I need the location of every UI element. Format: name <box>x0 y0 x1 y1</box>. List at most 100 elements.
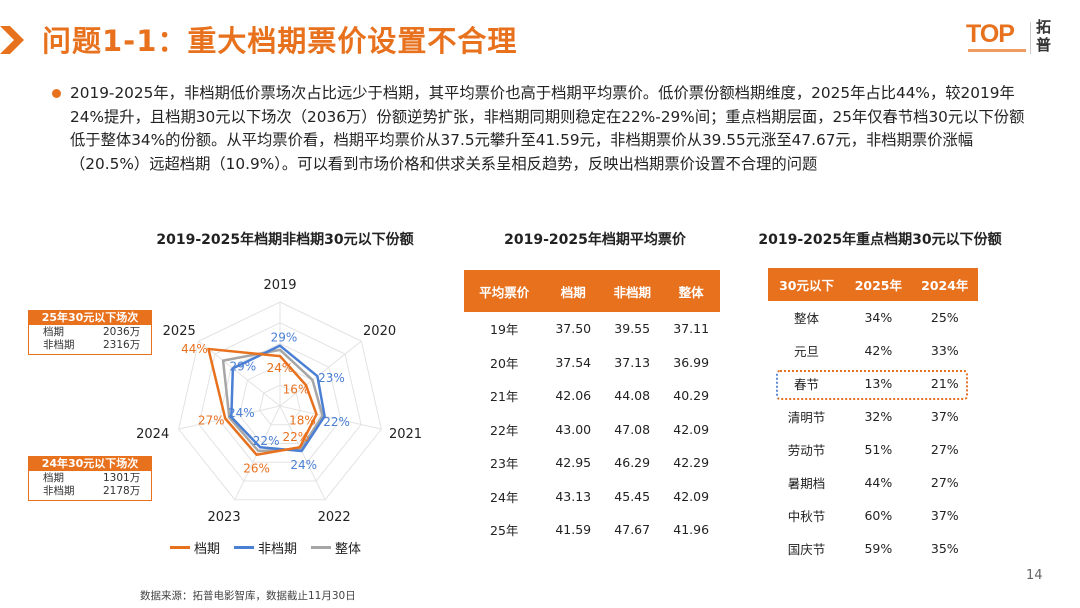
radar-spoke <box>279 340 362 407</box>
radar-data-label: 29% <box>271 331 298 345</box>
footnote: 数据来源：拓普电影智库，数据截止11月30日 <box>140 590 356 602</box>
price-table-cell: 42.29 <box>673 455 710 471</box>
price-table-cell: 42.09 <box>673 488 710 504</box>
table-row: 19年 37.50 39.55 37.11 <box>464 312 720 346</box>
radar-data-label: 23% <box>318 371 345 385</box>
radar-series-1 <box>230 344 326 453</box>
table-row: 春节 13% 21% <box>768 367 978 400</box>
share-table-cell: 国庆节 <box>787 542 826 557</box>
radar-axis-label: 2020 <box>363 324 396 339</box>
radar-data-label: 16% <box>283 382 310 396</box>
price-table-cell: 42.95 <box>555 455 592 471</box>
share-table-cell: 35% <box>930 541 959 556</box>
table-row: 中秋节 60% 37% <box>768 499 978 532</box>
info-box-2025: 25年30元以下场次 档期 2036万 非档期 2316万 <box>28 310 152 355</box>
logo-underline <box>968 49 1026 52</box>
summary-text: 2019-2025年，非档期低价票场次占比远少于档期，其平均票价也高于档期平均票… <box>70 84 1025 173</box>
price-table-cell: 37.11 <box>673 321 710 337</box>
table-row: 22年 43.00 47.08 42.09 <box>464 413 720 447</box>
info-value: 2178万 <box>103 485 141 497</box>
radar-data-label: 22% <box>323 415 350 429</box>
radar-data-label: 29% <box>230 359 257 373</box>
table-row: 20年 37.54 37.13 36.99 <box>464 346 720 380</box>
price-table-header-cell: 平均票价 <box>464 270 545 312</box>
share-table-cell: 13% <box>864 376 893 391</box>
radar-spoke <box>279 405 382 430</box>
radar-axis-label: 2024 <box>136 427 169 442</box>
legend-item-scheduled: 档期 <box>170 538 220 557</box>
info-row: 非档期 2178万 <box>43 485 151 498</box>
legend-label: 档期 <box>194 542 221 557</box>
price-table: 平均票价 档期 非档期 整体 19年 37.50 39.55 37.11 20年 37.54 37… <box>464 270 720 547</box>
share-table-cell: 42% <box>864 343 893 358</box>
price-table-cell: 41.96 <box>673 522 710 538</box>
radar-grid-ring <box>178 301 382 501</box>
share-table: 30元以下 2025年 2024年 整体 34% 25% 元旦 42% 33% 春节 13% 21%… <box>768 268 978 565</box>
price-table-cell: 47.67 <box>614 522 651 538</box>
price-table-cell: 44.08 <box>614 388 651 404</box>
radar-data-label: 24% <box>267 361 294 375</box>
price-table-cell: 23年 <box>490 456 519 472</box>
price-table-cell: 22年 <box>490 422 519 438</box>
price-table-cell: 19年 <box>490 322 519 338</box>
radar-axis-label: 2019 <box>263 278 296 293</box>
legend-label: 非档期 <box>258 542 298 557</box>
radar-grid-ring <box>259 384 301 426</box>
share-table-cell: 劳动节 <box>787 443 826 458</box>
table-row: 国庆节 59% 35% <box>768 532 978 565</box>
radar-data-label: 24% <box>228 406 255 420</box>
radar-axis-label: 2021 <box>389 427 422 442</box>
share-table-cell: 27% <box>930 442 959 457</box>
radar-data-label: 22% <box>283 430 310 444</box>
radar-chart: 2019 2020 2021 2022 2023 2024 2025 24% 16% 18% 22%… <box>136 278 422 525</box>
radar-spoke <box>234 405 281 500</box>
page-title: 问题1-1：重大档期票价设置不合理 <box>42 24 518 58</box>
info-label: 非档期 <box>43 485 75 497</box>
share-table-cell: 清明节 <box>787 410 826 425</box>
share-table-cell: 33% <box>930 343 959 358</box>
info-value: 2316万 <box>103 339 141 351</box>
price-table-cell: 36.99 <box>673 354 710 370</box>
share-table-cell: 60% <box>864 508 893 523</box>
title-chevron-icon <box>0 26 24 54</box>
table-row: 劳动节 51% 27% <box>768 433 978 466</box>
radar-axis-label: 2023 <box>208 510 241 525</box>
share-table-header-cell: 30元以下 <box>768 268 846 301</box>
table-row: 暑期档 44% 27% <box>768 466 978 499</box>
price-table-title: 2019-2025年档期平均票价 <box>504 232 686 248</box>
info-box-title: 25年30元以下场次 <box>28 310 152 325</box>
table-row: 21年 42.06 44.08 40.29 <box>464 379 720 413</box>
share-table-cell: 21% <box>930 376 959 391</box>
share-table-cell: 59% <box>864 541 893 556</box>
info-value: 2036万 <box>103 326 141 338</box>
page-number: 14 <box>1026 568 1043 583</box>
radar-spoke <box>198 340 281 407</box>
share-table-cell: 27% <box>930 475 959 490</box>
radar-series-0 <box>207 347 318 456</box>
table-row: 23年 42.95 46.29 42.29 <box>464 446 720 480</box>
radar-spoke <box>279 405 326 500</box>
radar-grid-ring <box>218 343 342 463</box>
price-table-cell: 43.13 <box>555 488 592 504</box>
price-table-header-cell: 非档期 <box>602 270 663 312</box>
share-table-cell: 中秋节 <box>787 509 826 524</box>
share-table-cell: 春节 <box>794 377 820 392</box>
price-table-cell: 25年 <box>490 523 519 539</box>
price-table-cell: 46.29 <box>614 455 651 471</box>
price-table-cell: 42.09 <box>673 421 710 437</box>
price-table-cell: 47.08 <box>614 421 651 437</box>
share-table-title: 2019-2025年重点档期30元以下份额 <box>758 232 1002 248</box>
table-row: 元旦 42% 33% <box>768 334 978 367</box>
price-table-cell: 20年 <box>490 355 519 371</box>
table-row: 整体 34% 25% <box>768 301 978 334</box>
spring-festival-highlight <box>776 370 968 400</box>
share-table-cell: 37% <box>930 508 959 523</box>
share-table-cell: 44% <box>864 475 893 490</box>
info-value: 1301万 <box>103 472 141 484</box>
logo: TOP 拓普 <box>962 16 1072 62</box>
price-table-cell: 40.29 <box>673 388 710 404</box>
share-table-cell: 32% <box>864 409 893 424</box>
radar-title: 2019-2025年档期非档期30元以下份额 <box>156 232 414 248</box>
radar-data-label: 27% <box>198 413 225 427</box>
bullet-icon <box>52 89 61 98</box>
